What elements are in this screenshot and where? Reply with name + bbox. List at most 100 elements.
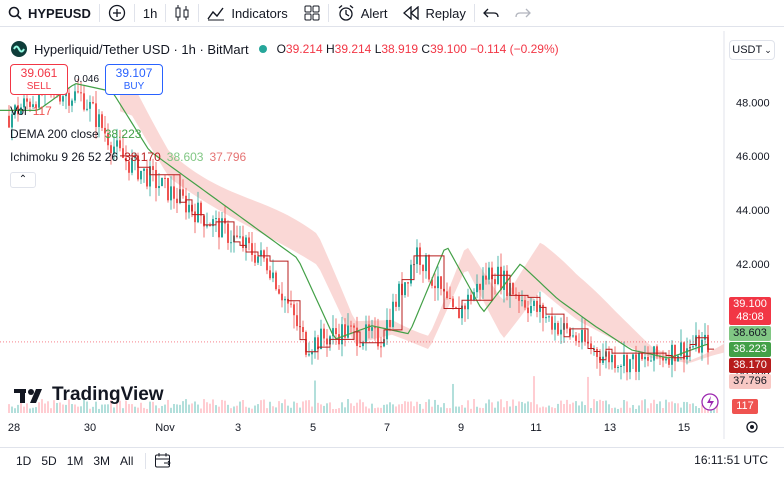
candle-body <box>83 93 85 110</box>
volume-bar <box>197 404 199 413</box>
candle-body <box>410 264 412 284</box>
trade-panel: 39.061 SELL 0.046 39.107 BUY <box>10 64 164 95</box>
chart-type-button[interactable] <box>166 0 198 27</box>
volume-bar <box>614 407 616 413</box>
volume-bar <box>653 399 655 413</box>
volume-bar <box>134 406 136 413</box>
candle-body <box>326 338 328 345</box>
volume-bar <box>176 404 178 413</box>
volume-bar <box>626 401 628 413</box>
candle-body <box>656 346 658 357</box>
tradingview-logo-icon <box>14 389 42 403</box>
candle-body <box>101 114 103 128</box>
currency-selector[interactable]: USDT ⌄ <box>729 40 775 60</box>
volume-bar <box>77 406 79 413</box>
candle-body <box>659 356 661 358</box>
range-1m[interactable]: 1M <box>66 453 84 468</box>
time-axis-label: 11 <box>530 422 541 434</box>
volume-bar <box>80 406 82 413</box>
range-5d[interactable]: 5D <box>41 453 57 468</box>
volume-bar <box>587 376 589 413</box>
volume-bar <box>170 407 172 413</box>
range-all[interactable]: All <box>120 453 134 468</box>
collapse-legend-button[interactable]: ⌃ <box>10 172 36 188</box>
time-axis-label: 7 <box>384 422 390 434</box>
volume-bar <box>443 403 445 413</box>
candle-body <box>692 346 694 348</box>
dema-legend[interactable]: DEMA 200 close 38.223 <box>10 127 141 141</box>
calendar-range-icon[interactable] <box>154 452 172 470</box>
volume-bar <box>368 408 370 413</box>
candle-body <box>560 329 562 335</box>
alert-button[interactable]: Alert <box>329 0 396 27</box>
time-axis-label: 13 <box>604 422 616 434</box>
volume-bar <box>113 407 115 413</box>
indicators-label: Indicators <box>231 5 288 21</box>
buy-button[interactable]: 39.107 BUY <box>105 64 164 95</box>
candle-body <box>71 100 73 106</box>
volume-bar <box>50 408 52 413</box>
volume-bar <box>314 380 316 413</box>
volume-bar <box>158 408 160 413</box>
candle-body <box>275 272 277 290</box>
volume-bar <box>521 401 523 413</box>
volume-bar <box>416 401 418 413</box>
volume-legend[interactable]: Vol 117 <box>10 104 52 118</box>
candle-body <box>95 103 97 127</box>
candle-body <box>65 92 67 97</box>
candle-body <box>140 170 142 180</box>
volume-bar <box>23 406 25 413</box>
volume-bar <box>623 399 625 413</box>
volume-bar <box>242 399 244 413</box>
volume-bar <box>83 399 85 413</box>
volume-bar <box>359 399 361 413</box>
layouts-button[interactable] <box>296 0 328 27</box>
volume-bar <box>251 408 253 413</box>
volume-bar <box>662 408 664 413</box>
candle-body <box>62 96 64 102</box>
sell-button[interactable]: 39.061 SELL <box>10 64 68 95</box>
indicators-button[interactable]: Indicators <box>199 0 295 27</box>
candle-body <box>8 115 10 128</box>
volume-bar <box>260 400 262 413</box>
candle-body <box>221 218 223 238</box>
redo-button[interactable] <box>507 0 539 27</box>
candle-body <box>359 345 361 347</box>
candle-body <box>680 342 682 356</box>
volume-bar <box>347 399 349 413</box>
candle-body <box>284 298 286 301</box>
candle-body <box>665 358 667 361</box>
candle-body <box>698 335 700 353</box>
candle-body <box>341 324 343 345</box>
volume-bar <box>602 401 604 413</box>
candle-body <box>215 218 217 220</box>
volume-bar <box>689 403 691 413</box>
candle-body <box>266 258 268 271</box>
volume-bar <box>29 408 31 413</box>
interval-button[interactable]: 1h <box>135 0 165 27</box>
candle-body <box>149 166 151 187</box>
volume-bar <box>680 407 682 413</box>
candle-body <box>545 317 547 319</box>
undo-button[interactable] <box>475 0 507 27</box>
volume-bar <box>494 407 496 413</box>
volume-bar <box>362 402 364 413</box>
candle-body <box>134 155 136 159</box>
ichimoku-legend[interactable]: Ichimoku 9 26 52 26 38.170 38.603 37.796 <box>10 150 246 164</box>
utc-clock[interactable]: 16:11:51 UTC <box>694 453 768 467</box>
volume-bar <box>554 408 556 413</box>
volume-bar <box>11 406 13 413</box>
symbol-search[interactable]: HYPEUSD <box>0 0 99 27</box>
compare-button[interactable] <box>100 0 134 27</box>
candle-body <box>200 202 202 216</box>
time-axis-label: 5 <box>310 422 316 434</box>
buy-price: 39.107 <box>115 66 153 80</box>
tradingview-logo-text: TradingView <box>52 384 164 405</box>
range-1d[interactable]: 1D <box>16 453 32 468</box>
volume-bar <box>539 407 541 413</box>
bar-countdown: 48:08 <box>736 311 764 323</box>
replay-button[interactable]: Replay <box>395 0 473 27</box>
range-3m[interactable]: 3M <box>93 453 111 468</box>
volume-bar <box>464 407 466 413</box>
volume-bar <box>656 403 658 413</box>
